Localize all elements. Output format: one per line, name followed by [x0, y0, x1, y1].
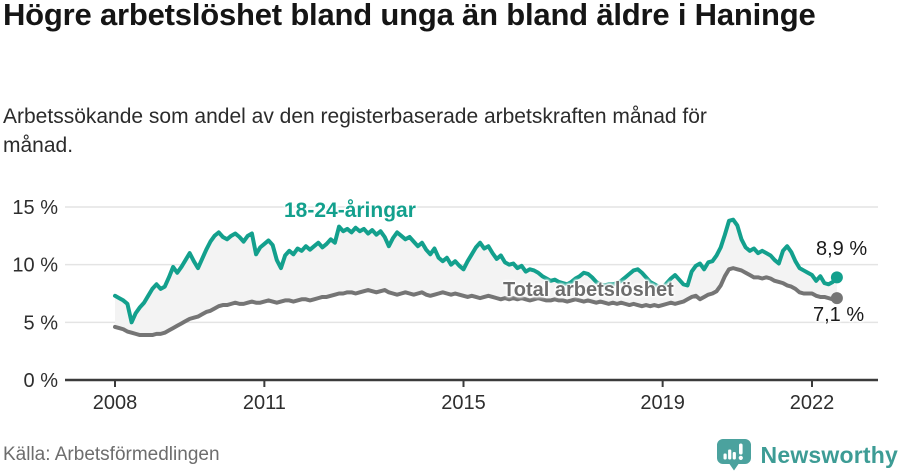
end-value-label-young: 8,9 %: [816, 238, 868, 260]
newsworthy-wordmark: Newsworthy: [760, 441, 898, 468]
y-tick-label: 5 %: [24, 312, 59, 334]
x-tick-label: 2019: [640, 392, 685, 414]
series-line-young: [113, 217, 839, 325]
end-value-label-total: 7,1 %: [813, 304, 865, 326]
page-subtitle: Arbetssökande som andel av den registerb…: [3, 105, 707, 157]
y-tick-label: 0 %: [24, 370, 59, 392]
x-tick-label: 2015: [441, 392, 486, 414]
series-end-dot-total: [830, 292, 843, 305]
x-tick-label: 2011: [243, 392, 286, 414]
source-note: Källa: Arbetsförmedlingen: [3, 444, 220, 465]
y-tick-label: 10 %: [12, 255, 58, 277]
newsworthy-chart-bubble-icon: [716, 439, 751, 471]
newsworthy-logo[interactable]: Newsworthy: [716, 437, 898, 473]
unemployment-line-chart: 2008 2011 2015 2019 2022 0 % 5 % 10 % 15 % 18-24…: [0, 185, 900, 420]
series-end-dot-young: [830, 271, 843, 284]
series-label-young: 18-24-åringar: [284, 199, 416, 222]
x-tick-label: 2008: [93, 392, 138, 414]
y-tick-label: 15 %: [12, 197, 58, 219]
page-title: Högre arbetslöshet bland unga än bland ä…: [3, 0, 816, 32]
fill-between-area: [115, 219, 837, 336]
line-chart-canvas: 2008 2011 2015 2019 2022 0 % 5 % 10 % 15 %: [12, 197, 878, 414]
x-tick-label: 2022: [790, 392, 835, 414]
series-label-total: Total arbetslöshet: [503, 279, 674, 301]
series-line-total: [113, 266, 839, 338]
